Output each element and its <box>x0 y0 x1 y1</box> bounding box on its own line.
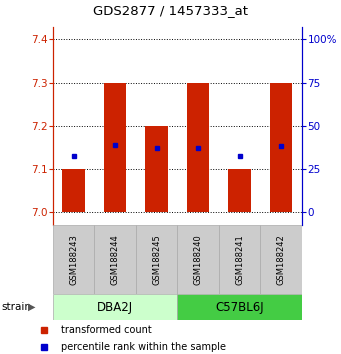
Text: GSM188240: GSM188240 <box>194 234 203 285</box>
Text: transformed count: transformed count <box>61 325 152 336</box>
Text: GSM188241: GSM188241 <box>235 234 244 285</box>
Bar <box>228 169 251 212</box>
Text: percentile rank within the sample: percentile rank within the sample <box>61 342 226 352</box>
Bar <box>177 225 219 294</box>
Text: DBA2J: DBA2J <box>97 301 133 314</box>
Text: C57BL6J: C57BL6J <box>215 301 264 314</box>
Bar <box>270 82 293 212</box>
Bar <box>177 294 302 320</box>
Text: strain: strain <box>2 302 32 312</box>
Text: GSM188242: GSM188242 <box>277 234 285 285</box>
Bar <box>53 225 94 294</box>
Text: GSM188244: GSM188244 <box>110 234 120 285</box>
Text: GSM188243: GSM188243 <box>69 234 78 285</box>
Bar <box>62 169 85 212</box>
Text: GSM188245: GSM188245 <box>152 234 161 285</box>
Bar <box>53 294 177 320</box>
Bar <box>136 225 177 294</box>
Bar <box>104 82 127 212</box>
Bar <box>94 225 136 294</box>
Bar <box>187 82 209 212</box>
Text: GDS2877 / 1457333_at: GDS2877 / 1457333_at <box>93 4 248 17</box>
Bar <box>260 225 302 294</box>
Bar <box>219 225 260 294</box>
Bar <box>145 126 168 212</box>
Text: ▶: ▶ <box>28 302 35 312</box>
